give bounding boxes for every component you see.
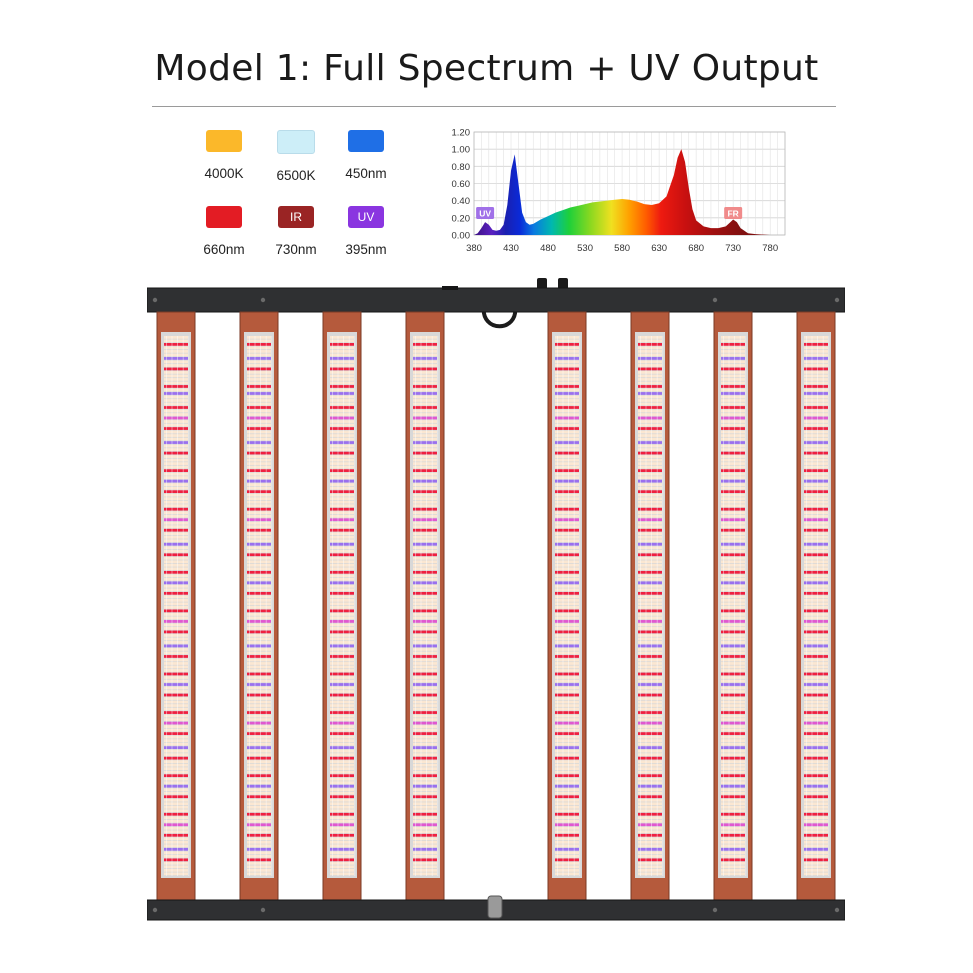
y-tick-label: 0.20 [452,213,471,224]
y-tick-label: 0.00 [452,231,471,242]
frame-screw [834,907,840,913]
frame-screw [712,907,718,913]
legend-label: 4000K [204,166,244,181]
x-tick-label: 430 [503,243,519,254]
annotation-fr-badge: FR [724,206,743,219]
swatch-395nm: UV [348,206,384,228]
led-bar-6 [630,311,670,901]
frame-clip [442,286,458,290]
swatch-450nm [348,130,384,152]
frame-screw [152,297,158,303]
x-tick-label: 780 [762,243,778,254]
frame-screw [260,297,266,303]
legend-label: 660nm [203,242,245,257]
grow-light-fixture-illustration [147,278,845,921]
x-tick-label: 630 [651,243,667,254]
x-tick-label: 730 [725,243,741,254]
legend-item-450nm: 450nm [338,130,394,181]
dimmer-knobs [537,278,568,290]
legend-label: 730nm [275,242,317,257]
led-bar-4 [405,311,445,901]
x-tick-label: 380 [466,243,482,254]
swatch-6500k [277,130,315,154]
x-tick-label: 680 [688,243,704,254]
y-tick-label: 0.40 [452,196,471,207]
led-bar-7 [713,311,753,901]
svg-text:FR: FR [727,208,738,218]
spectrum-chart-svg: 0.00 0.20 0.40 0.60 0.80 1.00 1.20 380 430 480 530… [452,128,786,254]
legend-label: 450nm [345,166,387,181]
legend-item-6500k: 6500K [268,130,324,183]
swatch-730nm: IR [278,206,314,228]
frame-screw [152,907,158,913]
grow-light-fixture [147,278,845,928]
y-tick-label: 1.20 [452,128,471,139]
bottom-connector [487,895,503,919]
page-title: Model 1: Full Spectrum + UV Output [154,48,819,89]
frame-screw [712,297,718,303]
frame-screw [834,297,840,303]
led-bar-3 [322,311,362,901]
spectrum-chart: 0.00 0.20 0.40 0.60 0.80 1.00 1.20 380 430 480 530… [440,124,790,256]
svg-text:UV: UV [479,208,491,218]
led-bar-2 [239,311,279,901]
legend-item-395nm: UV 395nm [338,206,394,257]
y-tick-label: 0.80 [452,162,471,173]
legend-item-4000k: 4000K [196,130,252,181]
led-bar-5 [547,311,587,901]
annotation-uv-badge: UV [476,206,495,219]
top-frame-rail [147,287,845,313]
x-tick-label: 480 [540,243,556,254]
legend-label: 395nm [345,242,387,257]
led-bar-1 [156,311,196,901]
y-tick-label: 0.60 [452,179,471,190]
legend-item-730nm: IR 730nm [268,206,324,257]
title-divider [152,106,836,107]
y-tick-label: 1.00 [452,145,471,156]
spectrum-area [474,149,771,235]
legend-item-660nm: 660nm [196,206,252,257]
x-tick-label: 580 [614,243,630,254]
swatch-660nm [206,206,242,228]
legend-label: 6500K [276,168,316,183]
led-color-legend: 4000K 6500K 450nm 660nm IR 730nm UV 395n… [196,130,396,260]
frame-screw [260,907,266,913]
x-tick-label: 530 [577,243,593,254]
led-bar-8 [796,311,836,901]
swatch-4000k [206,130,242,152]
